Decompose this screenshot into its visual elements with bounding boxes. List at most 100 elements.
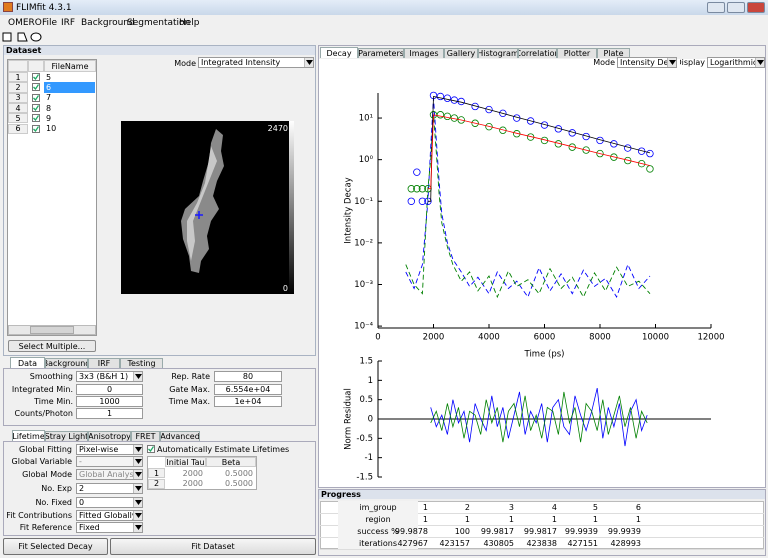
field-input[interactable]: 80 xyxy=(214,371,282,382)
select-multiple-button[interactable]: Select Multiple... xyxy=(8,340,96,352)
menu-item[interactable]: IRF xyxy=(59,15,77,30)
cell: 6 xyxy=(601,501,641,513)
dropdown-arrow[interactable] xyxy=(133,498,142,507)
field-input[interactable]: 6.554e+04 xyxy=(214,384,282,395)
tab[interactable]: Data xyxy=(10,357,45,368)
checkbox[interactable] xyxy=(32,83,40,91)
arrow-icon xyxy=(135,447,142,452)
column-header: FileName xyxy=(44,60,96,72)
tab[interactable]: Parameters xyxy=(358,48,404,58)
cell: 99.9939 xyxy=(558,525,598,537)
cell: 1 xyxy=(430,513,470,525)
dropdown-arrow[interactable] xyxy=(133,457,142,466)
tab[interactable]: Correlation xyxy=(518,48,557,58)
beta-value[interactable]: 0.5000 xyxy=(206,479,255,489)
row-number: 4 xyxy=(8,103,28,113)
tab[interactable]: Stray Light xyxy=(45,431,88,441)
dropdown-arrow[interactable] xyxy=(667,58,676,67)
checkbox[interactable] xyxy=(32,114,40,122)
cell: 2 xyxy=(430,501,470,513)
checkbox[interactable] xyxy=(32,104,40,112)
checkbox[interactable] xyxy=(32,94,40,102)
dropdown-arrow[interactable] xyxy=(304,58,313,67)
menu-item[interactable]: File xyxy=(40,15,59,30)
check-mark xyxy=(33,126,39,132)
arrow-icon xyxy=(135,513,142,518)
field-input[interactable]: 1 xyxy=(76,408,143,419)
arrow-icon xyxy=(135,500,142,505)
tau-header: Beta xyxy=(206,457,256,467)
tab[interactable]: Testing xyxy=(120,358,163,368)
field-input[interactable]: 1e+04 xyxy=(214,396,282,407)
dropdown-arrow[interactable] xyxy=(133,484,142,493)
dropdown-arrow[interactable] xyxy=(133,523,142,532)
check-mark xyxy=(33,115,39,121)
window-title: FLIMfit 4.3.1 xyxy=(16,0,216,15)
checkbox[interactable] xyxy=(32,125,40,133)
poly-tool[interactable] xyxy=(18,33,27,41)
row-number: 2 xyxy=(8,82,28,92)
file-name[interactable]: 10 xyxy=(44,124,95,134)
cell: 428993 xyxy=(601,537,641,549)
beta-value[interactable]: 0.5000 xyxy=(206,468,255,478)
menu-item[interactable]: OMERO xyxy=(6,15,44,30)
dropdown-arrow[interactable] xyxy=(755,58,764,67)
cell: 423838 xyxy=(517,537,557,549)
file-name[interactable]: 9 xyxy=(44,113,95,123)
tau-value[interactable]: 2000 xyxy=(165,479,205,489)
tau-row-number: 1 xyxy=(148,468,165,478)
row-number: 3 xyxy=(8,93,28,103)
dropdown-arrow[interactable] xyxy=(133,511,142,520)
scroll-thumb[interactable] xyxy=(30,326,74,334)
arrow-icon xyxy=(306,60,313,65)
tab[interactable]: Gallery xyxy=(444,48,478,58)
control-label: Display xyxy=(680,57,705,68)
tab[interactable]: IRF xyxy=(88,358,120,368)
file-name[interactable]: 6 xyxy=(44,82,95,92)
rect-tool[interactable] xyxy=(3,33,11,41)
row-number: 6 xyxy=(8,124,28,134)
tab[interactable]: Histogram xyxy=(478,48,518,58)
window-button[interactable] xyxy=(747,2,765,13)
cell: 430805 xyxy=(474,537,514,549)
check-mark xyxy=(33,105,39,111)
file-name[interactable]: 8 xyxy=(44,103,95,113)
file-name[interactable]: 7 xyxy=(44,93,95,103)
field-label: Fit Reference xyxy=(2,522,72,533)
cell: 1 xyxy=(517,513,557,525)
panel-header: Progress xyxy=(319,490,765,499)
tab[interactable]: Images xyxy=(404,48,444,58)
field-label: Global Variable xyxy=(2,456,72,467)
header-cell xyxy=(8,60,28,72)
window-button[interactable] xyxy=(707,2,725,13)
fit-button[interactable]: Fit Selected Decay xyxy=(3,538,108,555)
mode-select[interactable]: Integrated Intensity xyxy=(198,57,314,68)
field-input[interactable]: 0 xyxy=(76,384,143,395)
row-number: 1 xyxy=(8,72,28,82)
dropdown-arrow[interactable] xyxy=(133,445,142,454)
checkbox[interactable] xyxy=(32,73,40,81)
field-label: No. Exp xyxy=(2,483,72,494)
auto-estimate-label: Automatically Estimate Lifetimes xyxy=(157,444,307,455)
cell: 1 xyxy=(474,513,514,525)
field-input[interactable]: 1000 xyxy=(76,396,143,407)
tab[interactable]: Background xyxy=(45,358,88,368)
tab[interactable]: Advanced xyxy=(160,431,200,441)
fit-button[interactable]: Fit Dataset xyxy=(110,538,316,555)
file-name[interactable]: 5 xyxy=(44,72,95,82)
tab[interactable]: FRET xyxy=(131,431,160,441)
ellipse-tool[interactable] xyxy=(31,33,41,41)
mode-label: Mode xyxy=(172,57,196,69)
tau-value[interactable]: 2000 xyxy=(165,468,205,478)
arrow-icon xyxy=(135,525,142,530)
tab[interactable]: Decay xyxy=(320,47,358,58)
menu-item[interactable]: Help xyxy=(177,15,202,30)
window-button[interactable] xyxy=(727,2,745,13)
tab[interactable]: Anisotropy xyxy=(88,431,131,441)
dropdown-arrow[interactable] xyxy=(133,470,142,479)
cell: 99.9817 xyxy=(517,525,557,537)
cell: 427967 xyxy=(388,537,428,549)
checkbox[interactable] xyxy=(147,445,155,453)
tab[interactable]: Lifetime xyxy=(12,430,45,441)
